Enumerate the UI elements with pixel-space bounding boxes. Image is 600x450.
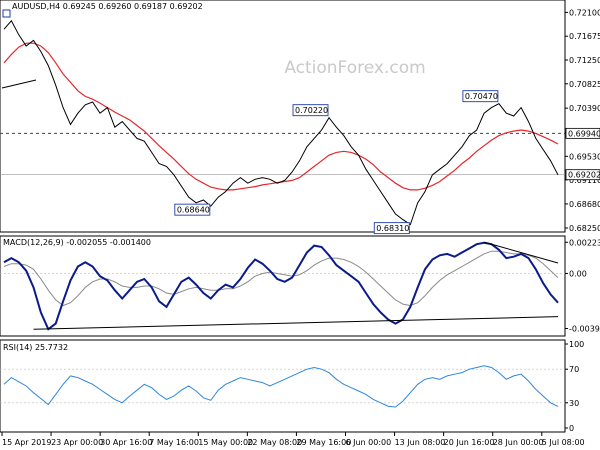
price-y-tick-label: 0.69530 <box>569 152 600 161</box>
price-title: AUDUSD,H4 0.69245 0.69260 0.69187 0.6920… <box>12 2 203 11</box>
macd-panel-frame <box>0 235 566 337</box>
price-y-tick-label: 0.68250 <box>569 224 600 233</box>
rsi-y-tick-label: 70 <box>569 365 579 374</box>
macd-line <box>3 241 559 331</box>
price-trendline <box>1 79 37 89</box>
rsi-y-tick-label: 30 <box>569 399 579 408</box>
rsi-panel-frame <box>0 339 566 433</box>
x-tick-label: 5 Jul 08:00 <box>542 438 585 447</box>
price-annotation-box <box>174 203 211 216</box>
chart-options-icon[interactable] <box>2 9 11 18</box>
rsi-y-tick-label: 100 <box>569 340 584 349</box>
macd-trendline <box>483 241 559 264</box>
price-y-tick-label: 0.72100 <box>569 8 600 17</box>
macd-y-tick-label: 0.00 <box>569 269 587 278</box>
rsi-line <box>3 365 559 408</box>
current-price-value-label: 0.69202 <box>568 171 600 180</box>
macd-y-tick-label: 0.002237 <box>569 238 600 247</box>
macd-panel: MACD(12,26,9) -0.002055 -0.001400 0.0022… <box>0 235 600 337</box>
price-y-tick-label: 0.70390 <box>569 104 600 113</box>
price-panel-frame <box>0 0 566 233</box>
rsi-title: RSI(14) 25.7732 <box>3 343 68 352</box>
x-tick-label: 13 Jun 08:00 <box>395 438 446 447</box>
level-value-label: 0.69940 <box>568 129 600 138</box>
price-y-tick-label: 0.68680 <box>569 200 600 209</box>
x-tick-label: 6 Jun 00:00 <box>345 438 391 447</box>
price-line <box>3 19 559 226</box>
x-tick-label: 28 Jun 00:00 <box>493 438 544 447</box>
price-y-tick-label: 0.69110 <box>569 176 600 185</box>
price-annotation-label: 0.68310 <box>376 224 409 233</box>
x-tick-label: 20 Jun 16:00 <box>444 438 495 447</box>
x-tick-label: 22 May 08:00 <box>247 438 302 447</box>
price-annotation-box <box>373 222 410 235</box>
price-annotation-label: 0.70220 <box>295 106 328 115</box>
price-panel: ActionForex.com 0.72100 0.71675 0.71250 0.7… <box>0 0 600 235</box>
x-tick-label: 23 Apr 00:00 <box>51 438 103 447</box>
x-tick-label: 15 Apr 2019 <box>2 438 51 447</box>
price-annotation-label: 0.68640 <box>177 206 210 215</box>
macd-trendline <box>33 316 559 330</box>
rsi-panel: RSI(14) 25.7732 100 70 30 0 <box>0 339 584 433</box>
x-tick-label: 15 May 00:00 <box>198 438 253 447</box>
price-annotation-box <box>292 104 329 117</box>
x-tick-label: 7 May 16:00 <box>149 438 199 447</box>
x-tick-label: 29 May 16:00 <box>296 438 351 447</box>
watermark: ActionForex.com <box>284 58 425 78</box>
price-annotation-label: 0.70470 <box>465 92 498 101</box>
price-y-tick-label: 0.71675 <box>569 32 600 41</box>
current-price-value-box <box>565 169 600 181</box>
macd-title: MACD(12,26,9) -0.002055 -0.001400 <box>3 238 151 247</box>
macd-signal-line <box>3 250 559 307</box>
price-y-tick-label: 0.71250 <box>569 56 600 65</box>
price-y-tick-label: 0.70825 <box>569 80 600 89</box>
x-tick-label: 30 Apr 16:00 <box>100 438 152 447</box>
rsi-y-tick-label: 0 <box>569 424 574 433</box>
macd-y-tick-label: -0.00395 <box>569 325 600 334</box>
price-annotation-box <box>462 90 499 103</box>
level-value-box <box>565 127 600 139</box>
